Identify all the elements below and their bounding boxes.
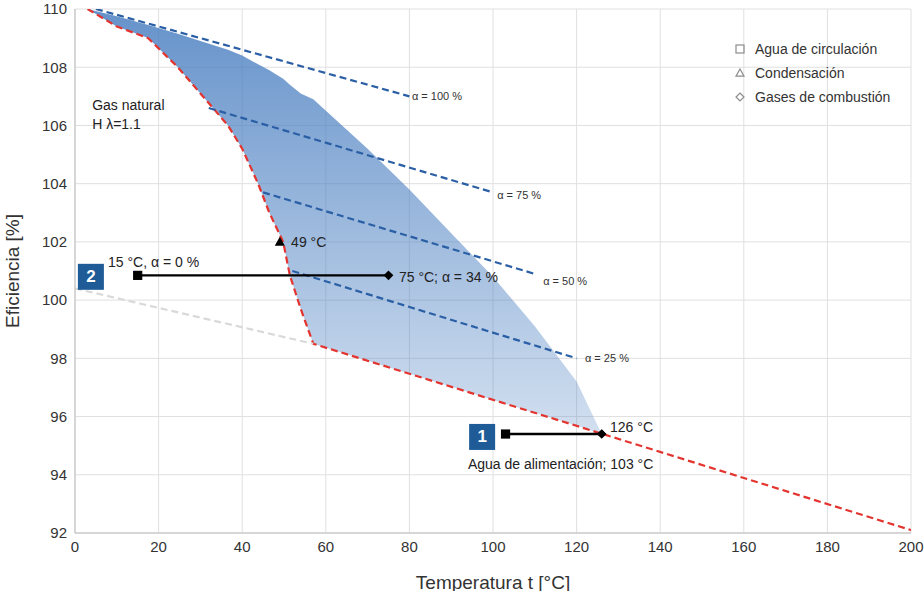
svg-text:200: 200 (898, 538, 916, 555)
svg-text:120: 120 (564, 538, 589, 555)
svg-text:Temperatura t [°C]: Temperatura t [°C] (416, 572, 570, 591)
svg-text:100: 100 (480, 538, 505, 555)
svg-text:α = 50 %: α = 50 % (543, 275, 587, 287)
svg-text:106: 106 (42, 117, 67, 134)
svg-text:Agua de alimentación; 103 °C: Agua de alimentación; 103 °C (468, 456, 653, 472)
svg-text:60: 60 (317, 538, 334, 555)
svg-text:126 °C: 126 °C (610, 419, 653, 435)
svg-text:100: 100 (42, 291, 67, 308)
svg-text:98: 98 (50, 350, 67, 367)
html-text:Agua de circulación: Agua de circulación (755, 41, 878, 57)
svg-text:92: 92 (50, 524, 67, 541)
svg-text:1: 1 (477, 427, 486, 446)
svg-text:140: 140 (648, 538, 673, 555)
html-text:Gases de combustión: Gases de combustión (755, 89, 891, 105)
html-text:Condensación: Condensación (755, 65, 845, 81)
svg-text:0: 0 (71, 538, 79, 555)
svg-text:α = 25 %: α = 25 % (585, 352, 629, 364)
svg-text:40: 40 (234, 538, 251, 555)
svg-text:α = 75 %: α = 75 % (497, 189, 541, 201)
svg-text:96: 96 (50, 408, 67, 425)
svg-text:160: 160 (731, 538, 756, 555)
svg-text:49 °C: 49 °C (291, 234, 326, 250)
svg-text:20: 20 (150, 538, 167, 555)
svg-text:104: 104 (42, 175, 67, 192)
svg-text:110: 110 (43, 0, 67, 17)
svg-text:108: 108 (42, 59, 67, 76)
svg-text:15 °C, α = 0 %: 15 °C, α = 0 % (108, 254, 199, 270)
svg-text:75 °C; α = 34 %: 75 °C; α = 34 % (399, 269, 498, 285)
svg-text:Eficiencia [%]: Eficiencia [%] (8, 214, 23, 328)
svg-text:102: 102 (42, 233, 67, 250)
svg-text:180: 180 (815, 538, 840, 555)
svg-text:2: 2 (86, 267, 95, 286)
svg-text:α = 100 %: α = 100 % (412, 90, 462, 102)
svg-text:Gas natural: Gas natural (92, 97, 164, 113)
svg-text:80: 80 (401, 538, 418, 555)
svg-text:H λ=1.1: H λ=1.1 (92, 116, 141, 132)
svg-text:94: 94 (50, 466, 67, 483)
